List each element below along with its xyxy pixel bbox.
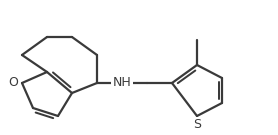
Text: O: O	[8, 77, 18, 90]
Text: NH: NH	[113, 77, 131, 90]
Text: S: S	[193, 118, 201, 131]
